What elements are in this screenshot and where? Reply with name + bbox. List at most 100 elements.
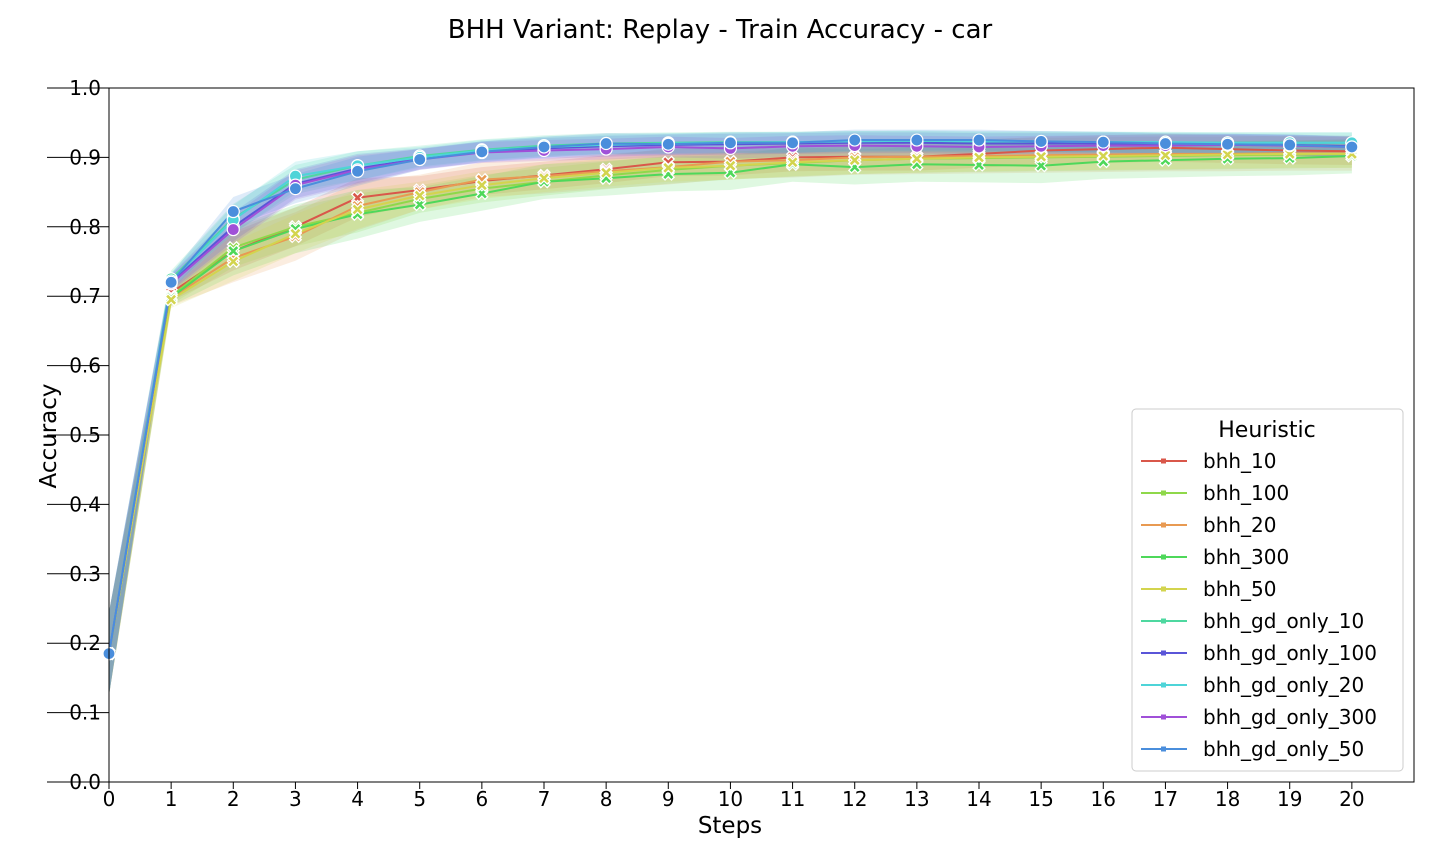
x-tick-label: 8 — [600, 787, 613, 811]
x-tick-label: 14 — [966, 787, 991, 811]
point-bhh_50 — [599, 165, 613, 180]
plot-area — [102, 87, 1415, 783]
point-bhh_50 — [1096, 149, 1111, 163]
point-bhh_gd_only_50 — [475, 145, 489, 159]
legend-item: bhh_gd_only_10 — [1141, 609, 1364, 633]
y-tick-label: 0.9 — [69, 145, 101, 169]
legend-label: bhh_gd_only_100 — [1203, 641, 1377, 665]
point-bhh_gd_only_50 — [226, 204, 240, 219]
legend-label: bhh_50 — [1203, 577, 1277, 601]
legend-label: bhh_20 — [1203, 513, 1277, 537]
legend-marker — [1161, 746, 1166, 752]
x-tick-label: 18 — [1215, 787, 1240, 811]
legend-item: bhh_20 — [1141, 513, 1277, 537]
point-bhh_gd_only_300 — [226, 222, 240, 237]
point-bhh_gd_only_50 — [1096, 135, 1110, 149]
legend-label: bhh_gd_only_20 — [1203, 673, 1364, 697]
x-tick-label: 16 — [1091, 787, 1116, 811]
point-bhh_50 — [972, 150, 986, 165]
x-tick-label: 9 — [662, 787, 675, 811]
y-tick-label: 0.1 — [69, 701, 101, 725]
x-tick-label: 7 — [538, 787, 551, 811]
point-bhh_gd_only_50 — [972, 133, 986, 147]
point-bhh_gd_only_50 — [723, 136, 738, 150]
x-tick-label: 20 — [1339, 787, 1364, 811]
legend-label: bhh_gd_only_300 — [1203, 705, 1377, 729]
legend-item: bhh_gd_only_300 — [1141, 705, 1377, 729]
x-tick-label: 10 — [718, 787, 743, 811]
y-tick-label: 0.8 — [69, 215, 101, 239]
point-bhh_50 — [1034, 149, 1048, 164]
chart-title: BHH Variant: Replay - Train Accuracy - c… — [448, 15, 993, 45]
point-bhh_gd_only_50 — [1034, 134, 1048, 149]
point-bhh_50 — [785, 155, 800, 170]
point-bhh_50 — [723, 158, 738, 173]
x-tick-label: 0 — [103, 787, 116, 811]
series-markers — [102, 133, 1359, 661]
legend-label: bhh_300 — [1203, 545, 1289, 569]
point-bhh_50 — [910, 152, 924, 166]
point-bhh_gd_only_50 — [785, 136, 800, 150]
x-tick-label: 6 — [475, 787, 488, 811]
x-tick-label: 5 — [413, 787, 426, 811]
legend-marker — [1161, 682, 1166, 688]
y-axis: 0.0 0.1 0.2 0.3 0.4 0.5 0.6 0.7 0.8 0.9 1.0 — [47, 76, 109, 794]
y-tick-label: 0.0 — [69, 770, 101, 794]
legend-label: bhh_10 — [1203, 449, 1277, 473]
legend-item: bhh_gd_only_20 — [1141, 673, 1364, 697]
point-bhh_50 — [1158, 148, 1173, 163]
point-bhh_gd_only_50 — [537, 140, 551, 154]
x-tick-label: 15 — [1028, 787, 1053, 811]
x-tick-label: 19 — [1277, 787, 1302, 811]
x-tick-label: 4 — [351, 787, 364, 811]
point-bhh_50 — [350, 202, 365, 217]
point-bhh_gd_only_50 — [1345, 140, 1359, 154]
legend-marker — [1161, 714, 1166, 720]
y-tick-label: 0.4 — [69, 492, 101, 516]
legend: Heuristic bhh_10bhh_100bhh_20bhh_300bhh_… — [1131, 408, 1404, 772]
point-bhh_gd_only_50 — [164, 275, 178, 289]
x-tick-label: 2 — [227, 787, 240, 811]
x-axis: 0 1 2 3 4 5 6 7 8 9 10 11 12 13 14 15 16 17 18 19 20 — [103, 782, 1365, 811]
y-tick-label: 0.5 — [69, 423, 101, 447]
legend-item: bhh_50 — [1141, 577, 1277, 601]
legend-marker — [1161, 586, 1166, 592]
legend-label: bhh_gd_only_50 — [1203, 737, 1364, 761]
point-bhh_gd_only_50 — [288, 182, 303, 196]
point-bhh_50 — [226, 254, 241, 269]
legend-marker — [1161, 522, 1166, 528]
point-bhh_50 — [847, 153, 862, 167]
legend-item: bhh_100 — [1141, 481, 1289, 505]
x-tick-label: 3 — [289, 787, 302, 811]
legend-marker — [1161, 650, 1166, 656]
legend-marker — [1161, 490, 1166, 496]
legend-label: bhh_100 — [1203, 481, 1289, 505]
x-tick-label: 11 — [780, 787, 805, 811]
y-axis-label: Accuracy — [36, 383, 62, 488]
point-bhh_gd_only_50 — [1283, 138, 1297, 152]
point-bhh_gd_only_50 — [350, 164, 365, 178]
point-bhh_50 — [537, 171, 551, 185]
legend-item: bhh_10 — [1141, 449, 1277, 473]
point-bhh_300 — [226, 244, 241, 258]
point-bhh_50 — [164, 292, 178, 307]
y-tick-label: 0.2 — [69, 631, 101, 655]
legend-item: bhh_gd_only_50 — [1141, 737, 1364, 761]
legend-item: bhh_gd_only_100 — [1141, 641, 1377, 665]
y-tick-label: 0.7 — [69, 284, 101, 308]
y-tick-label: 0.6 — [69, 354, 101, 378]
x-tick-label: 17 — [1153, 787, 1178, 811]
x-tick-label: 12 — [842, 787, 867, 811]
y-tick-label: 0.3 — [69, 562, 101, 586]
point-bhh_gd_only_50 — [1220, 137, 1235, 151]
point-bhh_50 — [475, 178, 489, 192]
x-tick-label: 1 — [165, 787, 178, 811]
x-axis-label: Steps — [698, 813, 762, 839]
legend-box — [1131, 408, 1404, 772]
point-bhh_50 — [288, 226, 303, 241]
legend-label: bhh_gd_only_10 — [1203, 609, 1364, 633]
legend-item: bhh_300 — [1141, 545, 1289, 569]
x-tick-label: 13 — [904, 787, 929, 811]
point-bhh_gd_only_50 — [848, 133, 862, 147]
